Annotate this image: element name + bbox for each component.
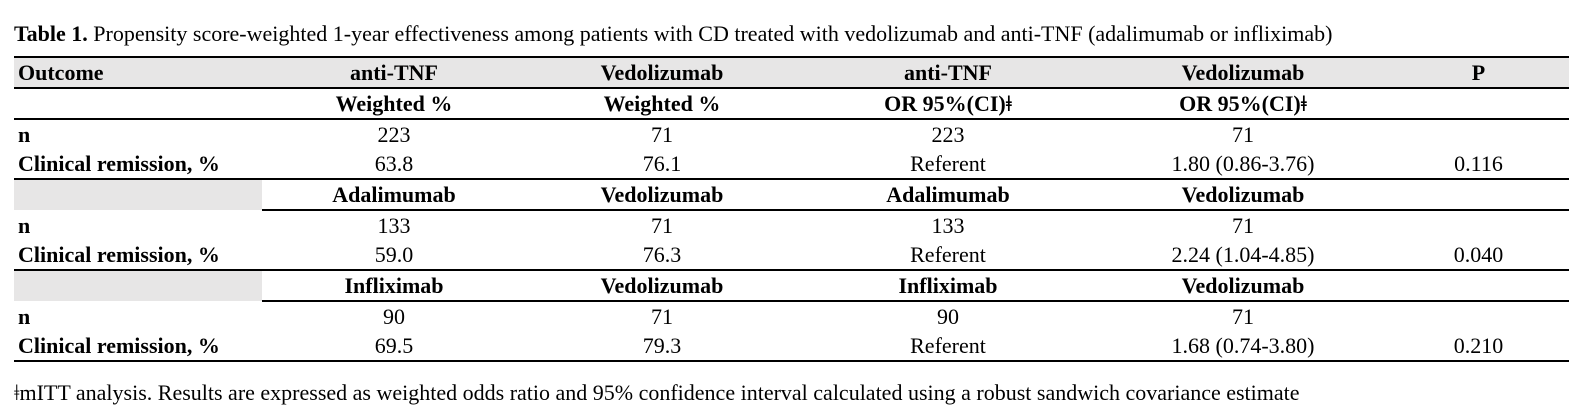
header-cell: Vedolizumab bbox=[526, 56, 798, 89]
table-cell: 59.0 bbox=[374, 242, 414, 267]
table-caption: Table 1. Propensity score-weighted 1-yea… bbox=[14, 18, 1569, 50]
table-cell: Referent bbox=[910, 151, 986, 176]
row-label: Clinical remission, % bbox=[18, 242, 220, 267]
table-cell: 223 bbox=[377, 122, 411, 147]
caption-text: Propensity score-weighted 1-year effecti… bbox=[87, 21, 1333, 46]
table-row: Clinical remission, % 69.5 79.3 Referent… bbox=[14, 331, 1569, 362]
table-cell: 0.210 bbox=[1388, 331, 1569, 362]
band-cell: Vedolizumab bbox=[526, 270, 798, 302]
table-body: Outcome anti-TNF Vedolizumab anti-TNF Ve… bbox=[14, 56, 1569, 362]
table-cell: 69.5 bbox=[262, 331, 526, 362]
subheader-cell bbox=[14, 88, 262, 120]
table-cell: 1.80 (0.86-3.76) bbox=[1171, 151, 1315, 176]
table-row: n 223 71 223 71 bbox=[14, 119, 1569, 149]
table-cell: 71 bbox=[651, 304, 673, 329]
table-cell: 71 bbox=[651, 122, 673, 147]
table-cell: 71 bbox=[1232, 304, 1254, 329]
header-cell: anti-TNF bbox=[262, 56, 526, 89]
header-cell: anti-TNF bbox=[798, 56, 1098, 89]
table-cell: 2.24 (1.04-4.85) bbox=[1171, 242, 1315, 267]
subheader-cell: Weighted % bbox=[262, 88, 526, 120]
header-row: Outcome anti-TNF Vedolizumab anti-TNF Ve… bbox=[14, 56, 1569, 89]
band-cell bbox=[1388, 270, 1569, 302]
table-cell: 133 bbox=[931, 213, 965, 238]
subheader-row: Weighted % Weighted % OR 95%(CI)ǂ OR 95%… bbox=[14, 88, 1569, 120]
band-blank-cell bbox=[14, 270, 262, 301]
header-cell: Outcome bbox=[14, 56, 262, 89]
table-cell: 1.68 (0.74-3.80) bbox=[1098, 331, 1388, 362]
table-cell: 79.3 bbox=[526, 331, 798, 362]
band-cell: Adalimumab bbox=[798, 179, 1098, 211]
subheader-cell: OR 95%(CI)ǂ bbox=[798, 88, 1098, 120]
table-cell: 90 bbox=[383, 304, 405, 329]
table-cell: 0.040 bbox=[1453, 242, 1504, 267]
table-row: n 133 71 133 71 bbox=[14, 210, 1569, 240]
header-cell: Vedolizumab bbox=[1098, 56, 1388, 89]
row-label: n bbox=[18, 122, 31, 147]
band-cell: Vedolizumab bbox=[1098, 179, 1388, 211]
row-label: Clinical remission, % bbox=[14, 331, 262, 362]
subheader-cell bbox=[1388, 88, 1569, 120]
table-row: Clinical remission, % 59.0 76.3 Referent… bbox=[14, 240, 1569, 270]
table-footnote: ǂmITT analysis. Results are expressed as… bbox=[14, 380, 1300, 405]
band-row: Adalimumab Vedolizumab Adalimumab Vedoli… bbox=[14, 179, 1569, 211]
table-cell: 71 bbox=[651, 213, 673, 238]
subheader-cell: OR 95%(CI)ǂ bbox=[1098, 88, 1388, 120]
table-cell: 90 bbox=[937, 304, 959, 329]
table-cell: 76.3 bbox=[642, 242, 682, 267]
table-cell: 133 bbox=[377, 213, 411, 238]
table-row: Clinical remission, % 63.8 76.1 Referent… bbox=[14, 149, 1569, 179]
table-cell bbox=[1388, 301, 1569, 331]
results-table: Outcome anti-TNF Vedolizumab anti-TNF Ve… bbox=[14, 56, 1569, 362]
table-cell bbox=[1388, 119, 1569, 149]
table-cell: 0.116 bbox=[1454, 151, 1503, 176]
band-cell: Adalimumab bbox=[262, 179, 526, 211]
row-label: n bbox=[18, 303, 31, 329]
table-cell: Referent bbox=[798, 331, 1098, 362]
table-cell: 71 bbox=[1232, 213, 1254, 238]
table-cell: 63.8 bbox=[374, 151, 414, 176]
band-cell: Infliximab bbox=[798, 270, 1098, 302]
band-cell: Infliximab bbox=[262, 270, 526, 302]
band-cell bbox=[1388, 179, 1569, 211]
table-cell: Referent bbox=[910, 242, 986, 267]
header-cell: P bbox=[1388, 56, 1569, 89]
band-blank-cell bbox=[14, 179, 262, 210]
table-row: n 90 71 90 71 bbox=[14, 301, 1569, 331]
caption-label: Table 1. bbox=[14, 21, 88, 46]
table-cell bbox=[1388, 210, 1569, 240]
band-cell: Vedolizumab bbox=[1098, 270, 1388, 302]
table-cell: 71 bbox=[1232, 122, 1254, 147]
row-label: n bbox=[18, 212, 31, 238]
subheader-cell: Weighted % bbox=[526, 88, 798, 120]
table-cell: 223 bbox=[931, 122, 965, 147]
band-row: Infliximab Vedolizumab Infliximab Vedoli… bbox=[14, 270, 1569, 302]
band-cell: Vedolizumab bbox=[526, 179, 798, 211]
table-figure: Table 1. Propensity score-weighted 1-yea… bbox=[14, 18, 1569, 408]
row-label: Clinical remission, % bbox=[18, 151, 220, 176]
table-cell: 76.1 bbox=[642, 151, 682, 176]
